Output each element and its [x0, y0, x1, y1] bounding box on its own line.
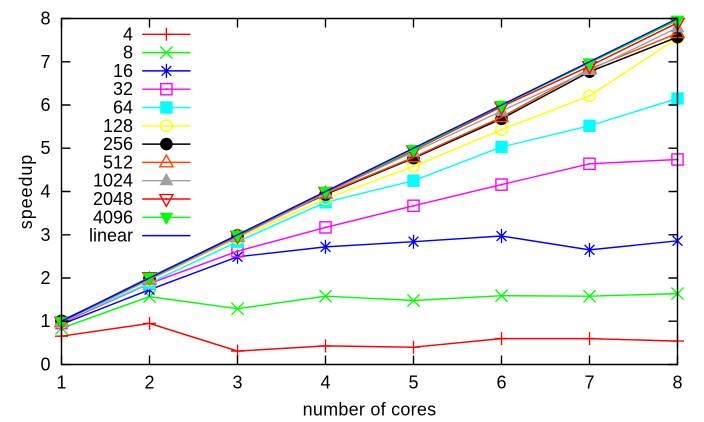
svg-text:8: 8 [123, 43, 133, 63]
svg-text:speedup: speedup [16, 154, 36, 229]
svg-text:3: 3 [40, 225, 50, 245]
svg-text:6: 6 [496, 373, 506, 393]
svg-text:512: 512 [103, 152, 133, 172]
svg-text:5: 5 [40, 138, 50, 158]
svg-text:2: 2 [144, 373, 154, 393]
svg-text:1: 1 [40, 311, 50, 331]
svg-text:2: 2 [40, 268, 50, 288]
svg-text:8: 8 [672, 373, 682, 393]
svg-text:256: 256 [103, 134, 133, 154]
svg-text:1: 1 [56, 373, 66, 393]
svg-text:7: 7 [40, 52, 50, 72]
svg-text:7: 7 [584, 373, 594, 393]
svg-text:8: 8 [40, 9, 50, 29]
svg-text:4: 4 [123, 24, 133, 44]
svg-text:5: 5 [408, 373, 418, 393]
svg-text:128: 128 [103, 116, 133, 136]
svg-text:4: 4 [40, 182, 50, 202]
svg-text:number of cores: number of cores [303, 400, 437, 420]
svg-text:4: 4 [320, 373, 330, 393]
svg-text:4096: 4096 [93, 207, 133, 227]
svg-text:3: 3 [232, 373, 242, 393]
svg-text:linear: linear [89, 226, 133, 246]
svg-text:64: 64 [113, 98, 133, 118]
svg-text:2048: 2048 [93, 189, 133, 209]
svg-text:1024: 1024 [93, 171, 133, 191]
svg-text:32: 32 [113, 79, 133, 99]
svg-text:0: 0 [40, 355, 50, 375]
svg-text:6: 6 [40, 95, 50, 115]
svg-text:16: 16 [113, 61, 133, 81]
